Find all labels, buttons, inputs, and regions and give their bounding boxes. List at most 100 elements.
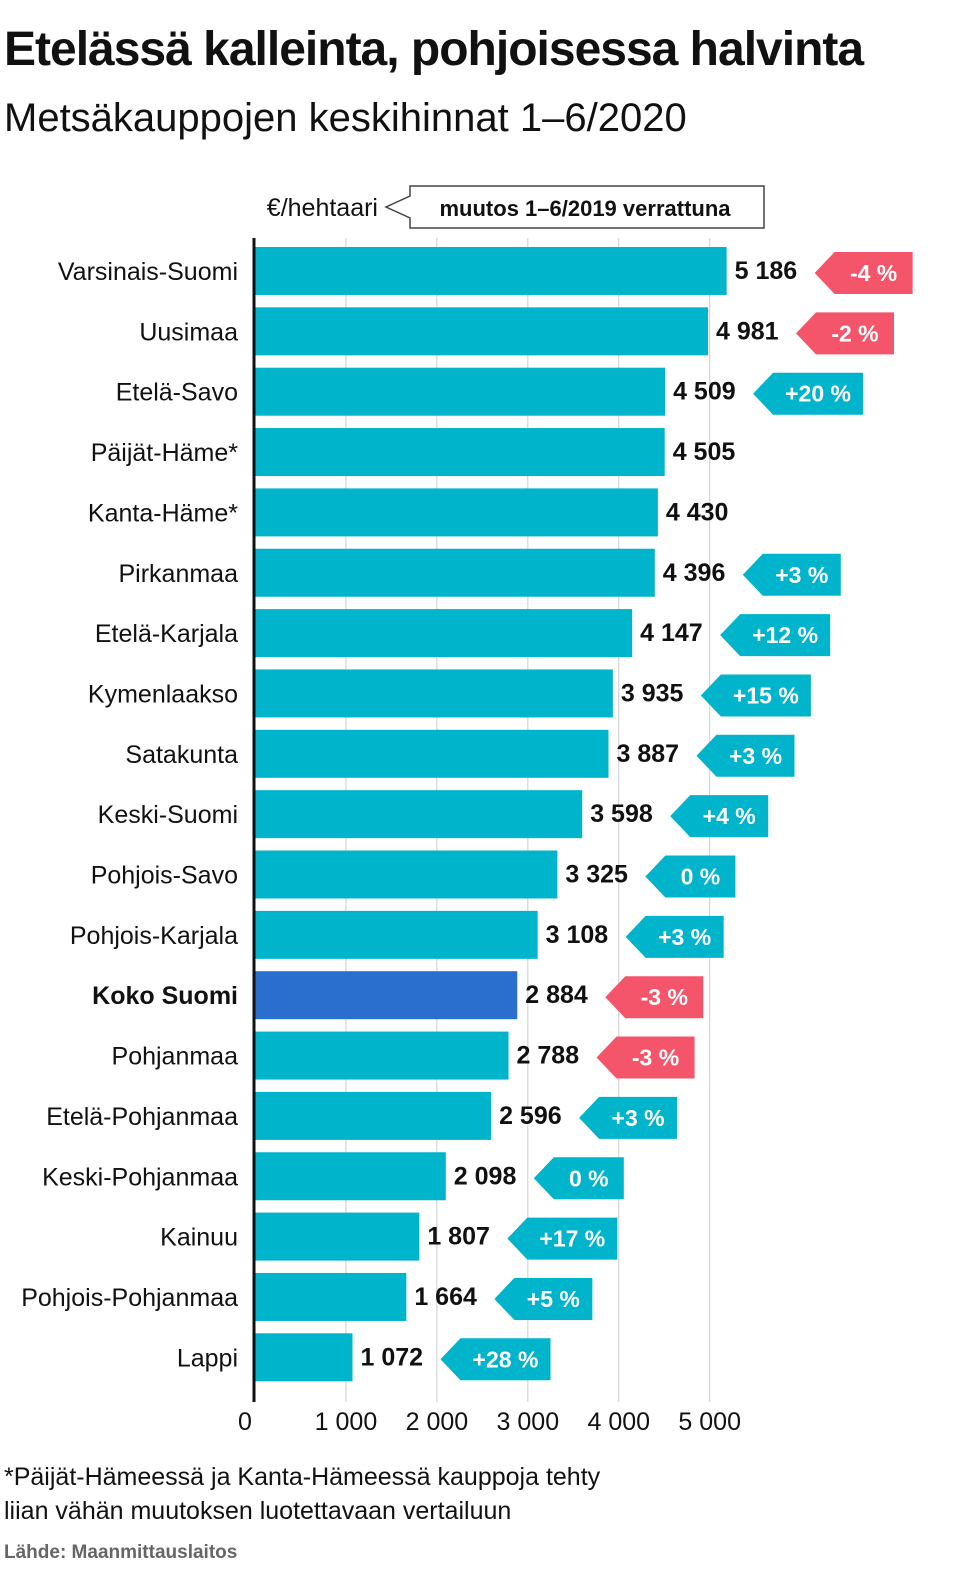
- value-label: 3 108: [546, 921, 609, 949]
- change-tag: [700, 674, 811, 717]
- bar: [255, 1031, 509, 1080]
- bar: [255, 850, 558, 899]
- category-label: Pohjanmaa: [112, 1043, 239, 1071]
- change-label: +20 %: [785, 381, 851, 407]
- bar: [255, 1152, 446, 1201]
- change-label: +28 %: [473, 1346, 539, 1372]
- change-label: +12 %: [752, 622, 818, 648]
- change-legend-label: muutos 1–6/2019 verrattuna: [439, 196, 731, 221]
- bar: [255, 428, 665, 477]
- footnote-line-2: liian vähän muutoksen luotettavaan verta…: [4, 1497, 512, 1525]
- value-label: 1 072: [360, 1343, 423, 1371]
- value-label: 4 430: [666, 498, 729, 526]
- change-label: -3 %: [632, 1045, 679, 1071]
- value-label: 4 505: [673, 438, 736, 466]
- change-tag: [605, 976, 704, 1019]
- value-label: 1 664: [414, 1283, 477, 1311]
- footnote-line-1: *Päijät-Hämeessä ja Kanta-Hämeessä kaupp…: [4, 1463, 601, 1491]
- change-tag: [795, 312, 894, 355]
- category-label: Satakunta: [125, 741, 238, 769]
- value-label: 2 098: [454, 1162, 517, 1190]
- value-label: 3 325: [565, 861, 628, 889]
- change-legend-box: [384, 185, 765, 229]
- value-label: 4 509: [673, 378, 736, 406]
- value-label: 5 186: [735, 257, 798, 285]
- bar: [255, 1091, 492, 1140]
- change-label: +4 %: [703, 803, 756, 829]
- change-label: -2 %: [831, 320, 878, 346]
- change-tag: [533, 1157, 624, 1200]
- bar: [255, 488, 658, 537]
- change-label: +3 %: [658, 924, 711, 950]
- value-label: 2 596: [499, 1102, 562, 1130]
- value-label: 4 147: [640, 619, 703, 647]
- value-label: 1 807: [427, 1223, 490, 1251]
- category-label: Pohjois-Pohjanmaa: [21, 1284, 238, 1312]
- category-label: Lappi: [177, 1344, 238, 1372]
- change-tag: [696, 734, 795, 777]
- category-label: Keski-Suomi: [98, 801, 238, 829]
- category-label: Koko Suomi: [92, 982, 238, 1010]
- value-label: 4 396: [663, 559, 726, 587]
- change-tag: [625, 915, 724, 958]
- x-tick-label: 1 000: [315, 1408, 378, 1436]
- category-label: Etelä-Karjala: [95, 620, 238, 648]
- change-label: +3 %: [729, 743, 782, 769]
- bar: [255, 1272, 407, 1321]
- change-tag: [494, 1277, 593, 1320]
- bar: [255, 367, 666, 416]
- bar: [255, 1212, 420, 1261]
- category-label: Pirkanmaa: [119, 560, 239, 588]
- category-label: Kymenlaakso: [88, 680, 238, 708]
- x-tick-label: 0: [238, 1408, 252, 1436]
- change-label: +5 %: [527, 1286, 580, 1312]
- change-tag: [670, 795, 769, 838]
- source-note: Lähde: Maanmittauslaitos: [4, 1542, 238, 1563]
- bar: [255, 609, 633, 658]
- chart-title: Etelässä kalleinta, pohjoisessa halvinta: [4, 23, 864, 76]
- unit-label: €/hehtaari: [267, 194, 378, 222]
- bar: [255, 790, 583, 839]
- change-label: -4 %: [850, 260, 897, 286]
- change-label: +17 %: [539, 1226, 605, 1252]
- change-tag: [742, 553, 841, 596]
- category-label: Kainuu: [160, 1224, 238, 1252]
- bar: [255, 910, 538, 959]
- change-label: +15 %: [733, 682, 799, 708]
- change-tag: [596, 1036, 695, 1079]
- change-tag: [579, 1096, 678, 1139]
- value-label: 4 981: [716, 317, 779, 345]
- value-label: 3 887: [616, 740, 679, 768]
- x-tick-label: 3 000: [497, 1408, 560, 1436]
- bar: [255, 971, 518, 1020]
- change-tag: [720, 614, 831, 657]
- category-label: Etelä-Savo: [116, 379, 238, 407]
- bar-chart: Varsinais-Suomi 5 186 -4 % Uusimaa 4 981 -2 %…: [21, 185, 913, 1436]
- change-tag: [440, 1338, 551, 1381]
- value-label: 2 884: [525, 981, 588, 1009]
- category-label: Etelä-Pohjanmaa: [46, 1103, 238, 1131]
- category-label: Keski-Pohjanmaa: [42, 1163, 238, 1191]
- category-label: Varsinais-Suomi: [58, 258, 238, 286]
- category-label: Uusimaa: [139, 318, 238, 346]
- x-tick-label: 2 000: [406, 1408, 469, 1436]
- change-tag: [814, 252, 913, 294]
- change-tag: [753, 372, 864, 415]
- bar: [255, 669, 613, 718]
- change-label: 0 %: [681, 864, 721, 890]
- value-label: 2 788: [517, 1042, 580, 1070]
- chart-subtitle: Metsäkauppojen keskihinnat 1–6/2020: [4, 96, 687, 140]
- change-label: +3 %: [612, 1105, 665, 1131]
- category-label: Pohjois-Karjala: [70, 922, 238, 950]
- category-label: Kanta-Häme*: [88, 499, 238, 527]
- change-tag: [645, 855, 736, 898]
- change-tag: [507, 1217, 618, 1260]
- change-label: 0 %: [569, 1165, 609, 1191]
- footnote: *Päijät-Hämeessä ja Kanta-Hämeessä kaupp…: [4, 1460, 600, 1528]
- change-label: -3 %: [641, 984, 688, 1010]
- category-label: Päijät-Häme*: [91, 439, 239, 467]
- change-label: +3 %: [775, 562, 828, 588]
- bar: [255, 1333, 353, 1382]
- category-label: Pohjois-Savo: [91, 862, 238, 890]
- bar: [255, 247, 727, 295]
